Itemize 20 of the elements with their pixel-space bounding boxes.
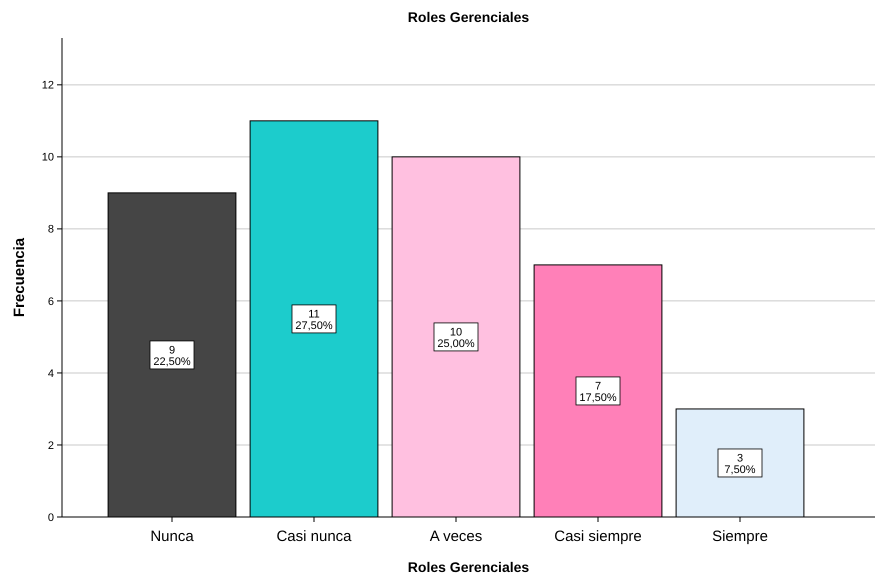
x-tick-label: Casi siempre bbox=[554, 528, 642, 545]
data-label: 9 22,50% bbox=[153, 344, 191, 368]
y-tick-label: 4 bbox=[48, 368, 54, 380]
x-tick-label: Casi nunca bbox=[276, 528, 352, 545]
y-axis-title: Frecuencia bbox=[11, 237, 28, 318]
y-tick-label: 0 bbox=[48, 512, 54, 524]
data-label: 3 7,50% bbox=[724, 452, 756, 476]
data-label: 10 25,00% bbox=[437, 326, 475, 350]
data-label: 11 27,50% bbox=[295, 308, 333, 332]
y-tick-label: 2 bbox=[48, 440, 54, 452]
x-axis-title: Roles Gerenciales bbox=[408, 559, 530, 575]
x-tick-label: Siempre bbox=[712, 528, 768, 545]
y-tick-label: 12 bbox=[42, 80, 54, 92]
y-tick-label: 6 bbox=[48, 296, 54, 308]
y-tick-label: 8 bbox=[48, 224, 54, 236]
chart-title: Roles Gerenciales bbox=[408, 9, 530, 25]
x-tick-label: A veces bbox=[430, 528, 482, 545]
data-label: 7 17,50% bbox=[579, 380, 617, 404]
x-tick-label: Nunca bbox=[150, 528, 194, 545]
y-tick-label: 10 bbox=[42, 152, 54, 164]
